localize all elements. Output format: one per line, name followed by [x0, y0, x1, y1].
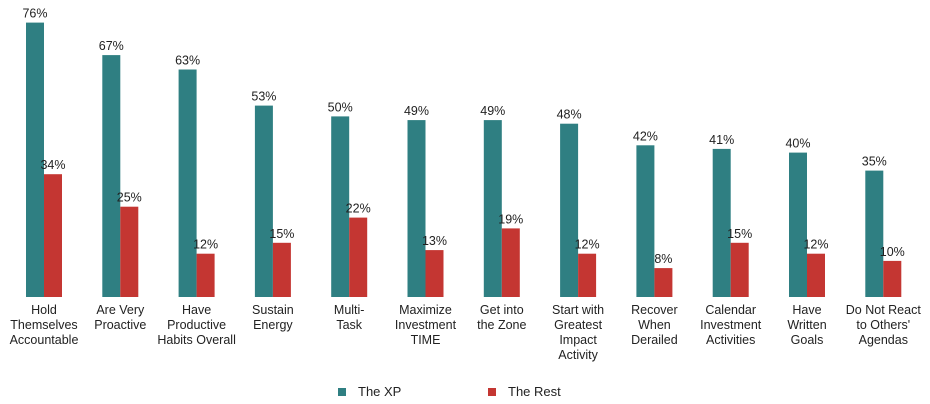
- category-label-8: Recover When Derailed: [631, 303, 678, 347]
- value-label-xp-8: 42%: [633, 129, 658, 143]
- value-label-rest-9: 15%: [727, 227, 752, 241]
- category-label-9: Calendar Investment Activities: [700, 303, 762, 347]
- value-label-rest-5: 13%: [422, 234, 447, 248]
- value-label-xp-11: 35%: [862, 155, 887, 169]
- bar-xp-7: [560, 123, 579, 297]
- value-label-xp-0: 76%: [22, 7, 47, 21]
- bar-xp-3: [254, 105, 273, 297]
- value-label-rest-1: 25%: [117, 191, 142, 205]
- value-label-xp-6: 49%: [480, 104, 505, 118]
- value-label-rest-10: 12%: [803, 238, 828, 252]
- value-label-xp-1: 67%: [99, 39, 124, 53]
- bar-xp-0: [26, 22, 44, 297]
- bar-rest-6: [501, 228, 520, 297]
- category-label-2: Have Productive Habits Overall: [157, 303, 236, 347]
- bar-xp-9: [712, 148, 731, 297]
- category-label-10: Have Written Goals: [787, 303, 827, 347]
- bar-rest-2: [196, 253, 215, 297]
- bar-rest-9: [730, 242, 749, 297]
- value-label-rest-7: 12%: [575, 238, 600, 252]
- value-label-xp-7: 48%: [557, 108, 582, 122]
- bar-xp-4: [331, 116, 350, 298]
- legend-label-rest: The Rest: [508, 384, 561, 399]
- category-label-6: Get into the Zone: [477, 303, 527, 332]
- category-label-4: Multi- Task: [333, 303, 365, 332]
- value-labels-group: 76% 34% 67% 25% 63% 12% 53% 15% 50% 22% 49% 13% 49% 1…: [22, 7, 904, 267]
- bar-rest-8: [654, 268, 673, 297]
- bar-xp-6: [483, 120, 502, 297]
- value-label-xp-3: 53%: [251, 90, 276, 104]
- bar-rest-11: [883, 260, 902, 297]
- bar-rest-10: [807, 253, 825, 297]
- value-label-rest-2: 12%: [193, 238, 218, 252]
- bar-rest-4: [349, 217, 368, 297]
- bar-rest-5: [425, 250, 444, 297]
- bar-xp-10: [789, 152, 807, 297]
- bars-group: [26, 22, 902, 298]
- legend-swatch-xp: [338, 387, 346, 396]
- legend-swatch-rest: [488, 387, 496, 396]
- legend-label-xp: The XP: [358, 384, 402, 399]
- bar-rest-1: [120, 206, 139, 297]
- bar-xp-5: [407, 120, 426, 297]
- category-label-0: Hold Themselves Accountable: [9, 303, 79, 347]
- value-label-rest-8: 8%: [654, 252, 672, 266]
- value-label-xp-10: 40%: [785, 137, 810, 151]
- bar-xp-11: [865, 170, 884, 297]
- bar-xp-1: [102, 55, 121, 297]
- value-label-rest-4: 22%: [346, 202, 371, 216]
- category-label-3: Sustain Energy: [252, 303, 294, 332]
- bar-xp-2: [178, 69, 197, 297]
- value-label-xp-9: 41%: [709, 133, 734, 147]
- value-label-rest-6: 19%: [498, 212, 523, 226]
- category-label-5: Maximize Investment TIME: [394, 303, 457, 347]
- value-label-rest-11: 10%: [880, 245, 905, 259]
- category-label-1: Are Very Proactive: [94, 303, 147, 332]
- value-label-xp-4: 50%: [328, 100, 353, 114]
- bar-rest-3: [272, 242, 291, 297]
- value-label-xp-5: 49%: [404, 104, 429, 118]
- bar-xp-8: [636, 145, 655, 297]
- bar-rest-7: [578, 253, 597, 297]
- category-label-7: Start with Greatest Impact Activity: [552, 303, 605, 362]
- value-label-rest-3: 15%: [269, 227, 294, 241]
- legend-item-xp: The XP: [338, 384, 401, 399]
- legend-item-rest: The Rest: [488, 384, 561, 399]
- value-label-rest-0: 34%: [40, 158, 65, 172]
- bar-rest-0: [44, 174, 62, 297]
- category-label-11: Do Not React to Others' Agendas: [845, 303, 921, 347]
- value-label-xp-2: 63%: [175, 54, 200, 68]
